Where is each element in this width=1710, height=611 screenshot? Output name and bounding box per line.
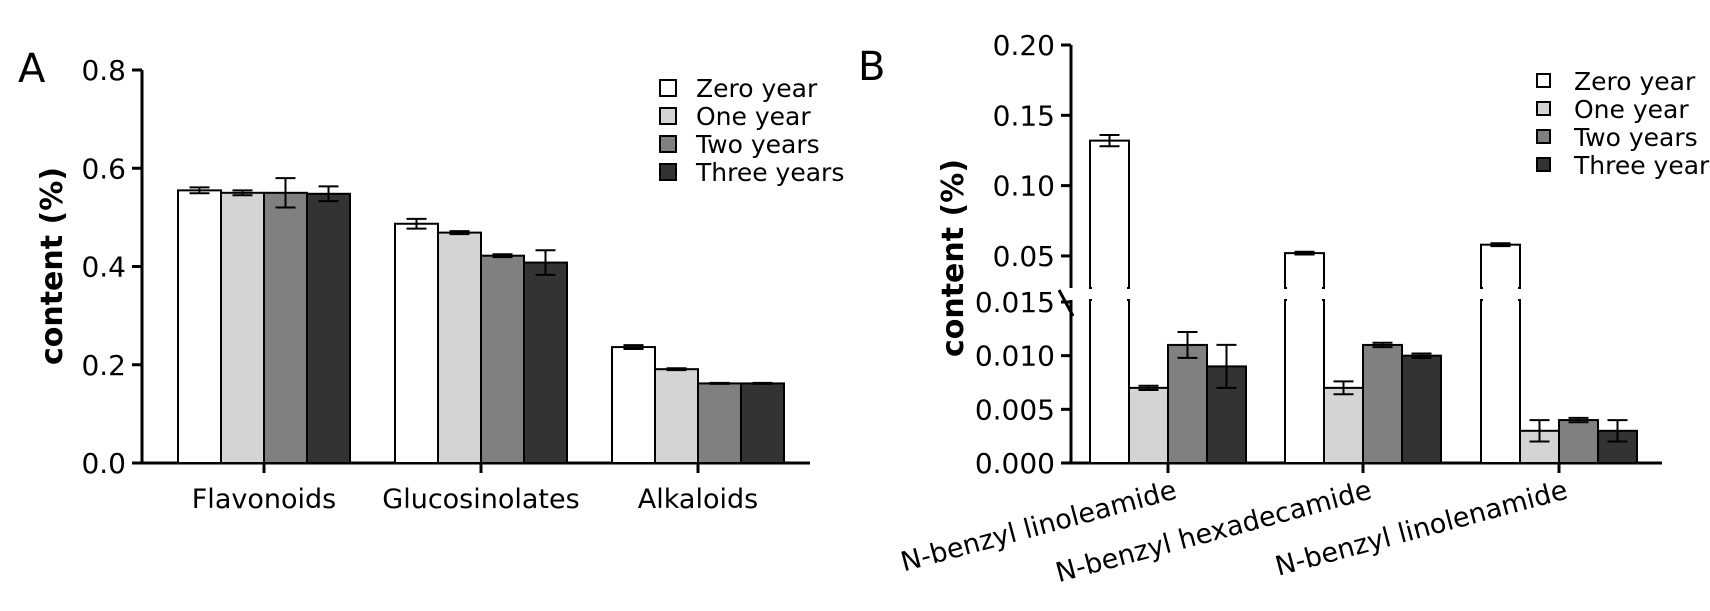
panel-a-bar [740, 382, 785, 465]
panel-b-legend-swatch [1536, 157, 1551, 172]
panel-a-legend-swatch [659, 135, 677, 153]
panel-b-ytick-label: 0.10 [993, 170, 1055, 203]
panel-a-bar [220, 191, 265, 464]
panel-b-bar [1323, 386, 1364, 464]
panel-b-bar-lower-segment [1480, 299, 1521, 464]
panel-a-ytick-label: 0.4 [81, 251, 126, 284]
panel-a-bar [654, 368, 699, 465]
panel-b-bar-upper-segment [1089, 139, 1130, 289]
panel-b-bar-lower-segment [1284, 299, 1325, 464]
panel-a-category-label: Glucosinolates [382, 484, 579, 515]
panel-b-ytick-label: 0.20 [993, 29, 1055, 62]
panel-a-ytick-label: 0.2 [81, 349, 126, 382]
panel-a-ytick-label: 0.8 [81, 54, 126, 87]
panel-a-bar [394, 222, 439, 464]
panel-a-ytick-label: 0.6 [81, 152, 126, 185]
panel-b-legend-label: Three years [1573, 151, 1710, 180]
panel-a-bar [177, 189, 222, 464]
panel-a-ytick-label: 0.0 [81, 447, 126, 480]
panel-a-legend-label: One year [696, 102, 811, 131]
panel-a-bar [611, 346, 656, 464]
panel-a-bar [523, 261, 568, 464]
panel-b-legend-swatch [1536, 129, 1551, 144]
panel-b-legend-swatch [1536, 101, 1551, 116]
panel-a-category-label: Alkaloids [638, 484, 758, 515]
panel-b-bar [1362, 343, 1403, 464]
panel-a-legend-label: Two years [695, 130, 820, 159]
panel-b-ytick-label: 0.015 [975, 286, 1055, 319]
panel-a-legend-swatch [659, 163, 677, 181]
panel-b-ytick-label: 0.05 [993, 240, 1055, 273]
panel-b-bar [1128, 386, 1169, 464]
panel-a-legend-swatch [659, 107, 677, 125]
panel-b-ytick-label: 0.010 [975, 340, 1055, 373]
panel-a-letter: A [18, 46, 46, 92]
panel-b-bar-break-gap [1483, 286, 1518, 302]
panel-b-ytick-label: 0.000 [975, 447, 1055, 480]
panel-a-category-label: Flavonoids [192, 484, 336, 515]
panel-b-bar-break-gap [1092, 286, 1127, 302]
panel-b-legend-label: Zero year [1574, 67, 1696, 96]
panel-b-bar-lower-segment [1089, 299, 1130, 464]
panel-b-ylabel: content (%) [936, 159, 971, 357]
panel-a-bar [437, 231, 482, 464]
panel-b-legend-label: One year [1574, 95, 1689, 124]
panel-b-bar-break-gap [1287, 286, 1322, 302]
panel-a-ylabel: content (%) [35, 167, 70, 365]
panel-a-bar [263, 191, 308, 464]
panel-a-legend-label: Three years [695, 158, 844, 187]
panel-b-ytick-label: 0.15 [993, 99, 1055, 132]
panel-b-bar [1401, 354, 1442, 464]
panel-b-bar-upper-segment [1284, 252, 1325, 289]
panel-a-legend-swatch [659, 79, 677, 97]
panel-b-bar [1167, 343, 1208, 464]
panel-b-bar-upper-segment [1480, 243, 1521, 289]
panel-b-bar [1558, 419, 1599, 465]
panel-a-legend-label: Zero year [696, 74, 818, 103]
panel-b-ytick-label: 0.005 [975, 393, 1055, 426]
panel-a-bar [697, 382, 742, 465]
panel-b-legend-swatch [1536, 73, 1551, 88]
panel-b-legend-label: Two years [1573, 123, 1698, 152]
panel-b-category-label: N-benzyl hexadecamide [1052, 475, 1374, 589]
panel-b-letter: B [858, 44, 885, 90]
panel-a-bar [306, 192, 351, 464]
panel-a-bar [480, 254, 525, 464]
